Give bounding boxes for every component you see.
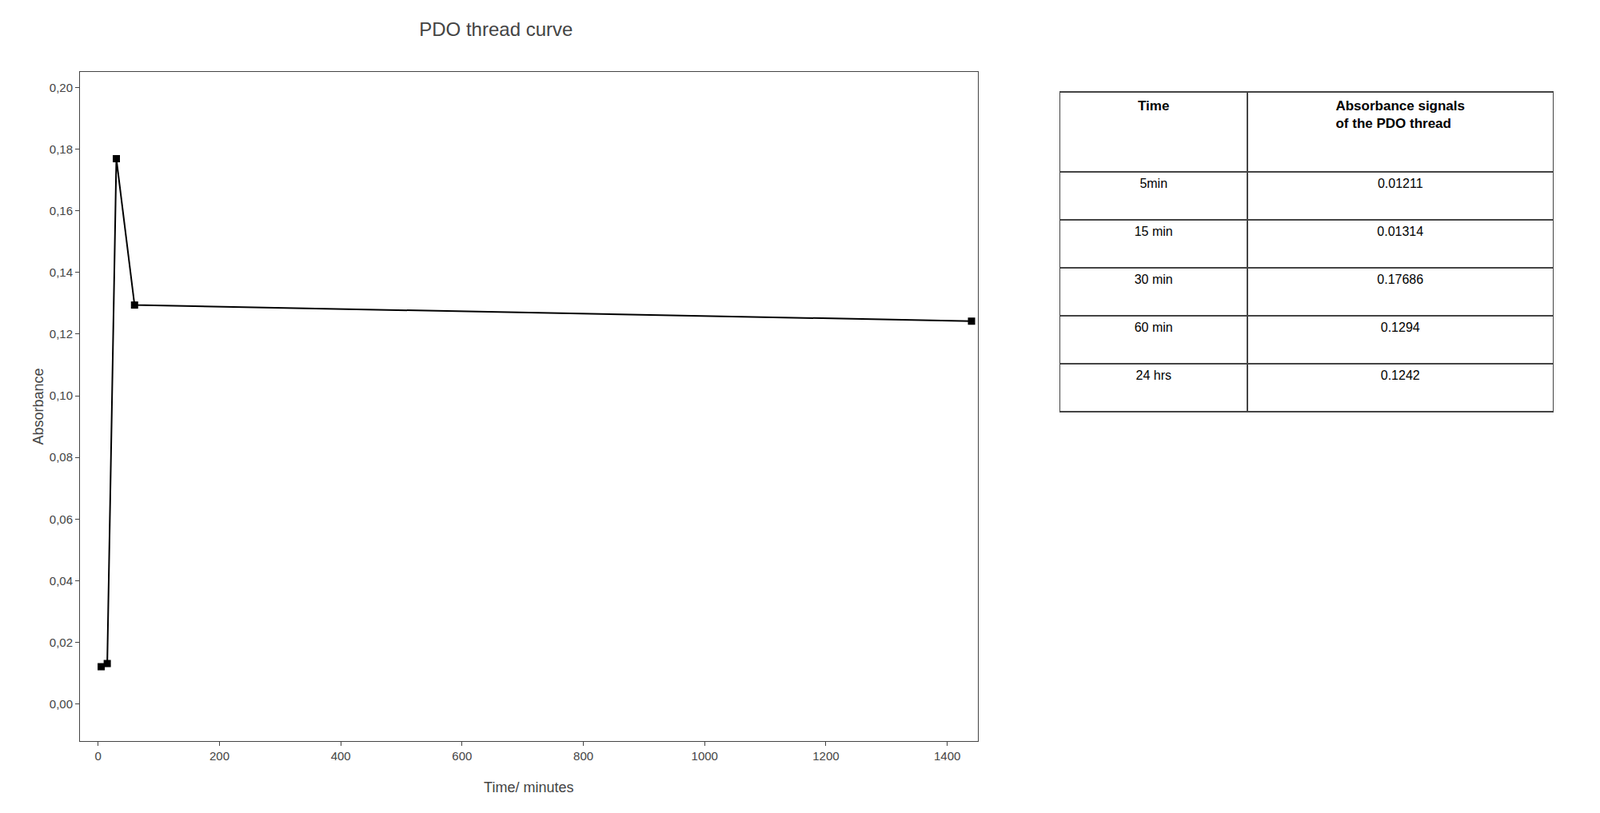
svg-text:0.1242: 0.1242: [1380, 368, 1421, 383]
svg-text:200: 200: [209, 749, 230, 763]
svg-text:0,00: 0,00: [49, 697, 73, 711]
svg-text:600: 600: [451, 749, 472, 763]
svg-text:0.01211: 0.01211: [1377, 176, 1424, 191]
svg-text:0,10: 0,10: [49, 388, 73, 403]
svg-text:0.1294: 0.1294: [1380, 320, 1421, 335]
svg-text:Time/ minutes: Time/ minutes: [483, 779, 574, 796]
svg-text:Absorbance: Absorbance: [30, 367, 47, 445]
svg-text:Time: Time: [1137, 98, 1170, 114]
svg-text:0,16: 0,16: [49, 203, 73, 218]
svg-text:0: 0: [95, 749, 102, 763]
svg-text:0.01314: 0.01314: [1376, 224, 1424, 239]
svg-text:5min: 5min: [1139, 176, 1168, 191]
svg-text:PDO thread curve: PDO thread curve: [418, 18, 573, 40]
svg-text:0,12: 0,12: [49, 327, 73, 341]
svg-text:1000: 1000: [691, 749, 719, 763]
svg-text:400: 400: [331, 749, 352, 763]
svg-text:0,04: 0,04: [49, 574, 73, 588]
svg-text:1400: 1400: [933, 749, 961, 763]
svg-text:0,14: 0,14: [49, 265, 73, 280]
svg-text:30 min: 30 min: [1134, 272, 1174, 287]
svg-text:0,20: 0,20: [49, 80, 73, 95]
svg-text:1200: 1200: [812, 749, 839, 763]
svg-text:800: 800: [573, 749, 594, 763]
svg-text:Absorbance signalsof the PDO t: Absorbance signalsof the PDO thread: [1335, 98, 1465, 132]
svg-text:24 hrs: 24 hrs: [1136, 368, 1172, 383]
svg-text:15 min: 15 min: [1134, 224, 1174, 239]
svg-text:0.17686: 0.17686: [1376, 272, 1424, 287]
svg-text:0,08: 0,08: [49, 450, 73, 464]
svg-text:0,02: 0,02: [49, 635, 73, 650]
svg-text:60 min: 60 min: [1134, 320, 1174, 335]
svg-text:0,18: 0,18: [49, 142, 73, 156]
svg-text:0,06: 0,06: [49, 512, 73, 527]
